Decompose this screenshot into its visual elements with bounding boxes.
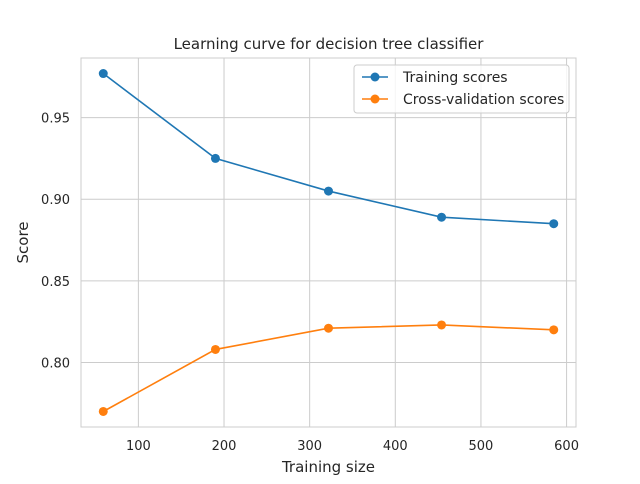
legend-label-training: Training scores <box>402 70 508 86</box>
y-axis-title: Score <box>14 221 32 263</box>
legend: Training scores Cross-validation scores <box>353 64 570 114</box>
legend-swatch-marker <box>370 94 380 104</box>
y-tick-label: 0.85 <box>41 275 70 290</box>
y-tick-label: 0.90 <box>41 193 70 208</box>
y-tick-label: 0.95 <box>41 112 70 127</box>
data-point-0-4 <box>549 219 559 229</box>
y-tick-label: 0.80 <box>41 357 70 372</box>
x-tick-label: 500 <box>469 439 494 454</box>
data-point-1-2 <box>324 323 333 333</box>
legend-item-cross-validation: Cross-validation scores <box>362 92 564 108</box>
legend-label-cross-validation: Cross-validation scores <box>403 92 564 108</box>
legend-item-training: Training scores <box>362 70 508 86</box>
x-tick-label: 400 <box>383 439 408 454</box>
x-tick-label: 100 <box>126 439 151 454</box>
data-point-1-0 <box>98 406 108 416</box>
series-layer <box>98 69 559 416</box>
tick-labels: 100 200 300 400 500 600 0.80 0.85 0.90 0.95 <box>41 112 579 454</box>
plot-area <box>80 57 577 428</box>
grid <box>81 58 576 427</box>
data-point-0-1 <box>210 153 220 163</box>
series-line-1 <box>102 324 554 413</box>
x-tick-label: 200 <box>212 439 237 454</box>
data-point-1-3 <box>437 320 447 330</box>
x-tick-label: 300 <box>297 439 322 454</box>
legend-swatch-marker <box>370 72 380 82</box>
x-tick-label: 600 <box>554 439 579 454</box>
data-point-0-2 <box>324 186 333 196</box>
data-point-1-1 <box>210 344 220 354</box>
chart-title: Learning curve for decision tree classif… <box>174 35 485 53</box>
data-point-1-4 <box>549 325 559 335</box>
data-point-0-0 <box>98 69 108 79</box>
data-point-0-3 <box>437 212 447 222</box>
x-axis-title: Training size <box>281 458 375 476</box>
legend-box <box>353 64 570 114</box>
